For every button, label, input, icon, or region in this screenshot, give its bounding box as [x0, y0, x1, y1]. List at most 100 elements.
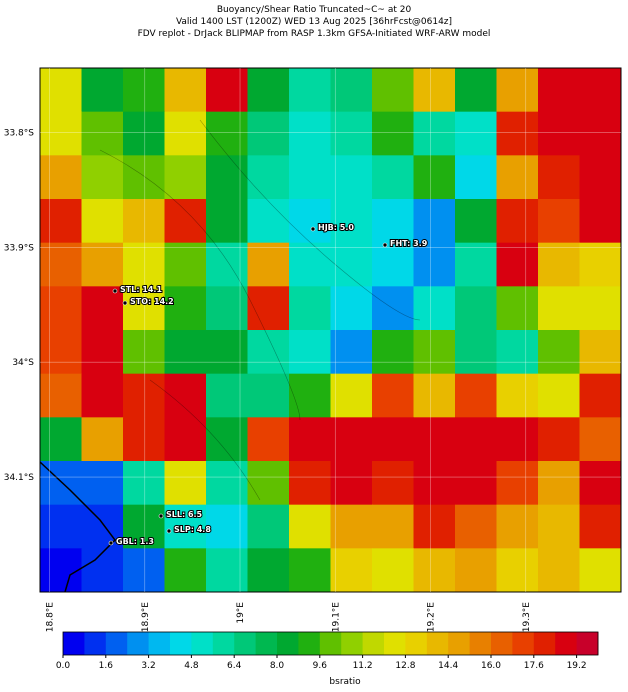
- grid-cell: [455, 155, 497, 200]
- grid-cell: [247, 461, 290, 506]
- grid-cell: [372, 199, 414, 244]
- coastline: [39, 461, 116, 593]
- lon-label: 19°E: [236, 602, 246, 624]
- colorbar-swatch: [319, 632, 342, 655]
- site-dot: [382, 242, 388, 248]
- grid-cell: [164, 199, 207, 244]
- grid-cell: [413, 242, 456, 287]
- colorbar-tick-label: 4.8: [184, 661, 199, 671]
- grid-cell: [372, 242, 414, 287]
- grid-cell: [372, 111, 414, 156]
- grid-cell: [40, 111, 82, 156]
- colorbar-tick-label: 12.8: [395, 661, 415, 671]
- grid-cell: [579, 155, 622, 200]
- title-line: FDV replot - DrJack BLIPMAP from RASP 1.…: [138, 29, 491, 39]
- contour: [99, 119, 421, 501]
- grid-cell: [289, 373, 331, 418]
- grid-cell: [579, 548, 622, 593]
- colorbar-swatch: [448, 632, 470, 655]
- grid-cell: [496, 155, 539, 200]
- grid-cell: [538, 504, 580, 549]
- grid-cell: [81, 461, 124, 506]
- grid-cell: [579, 504, 622, 549]
- grid-cell: [40, 504, 82, 549]
- grid-cell: [289, 155, 331, 200]
- site-label: HJB: 5.0: [318, 223, 354, 232]
- grid-cell: [413, 68, 456, 113]
- grid-cell: [579, 373, 622, 418]
- colorbar-tick-label: 8.0: [270, 661, 285, 671]
- grid-cell: [496, 461, 539, 506]
- grid-cell: [164, 286, 207, 331]
- grid-cell: [455, 548, 497, 593]
- grid-cell: [40, 286, 82, 331]
- grid-cell: [123, 68, 165, 113]
- grid-cell: [496, 373, 539, 418]
- site-label: FHT: 3.9: [390, 239, 428, 248]
- grid-cell: [538, 548, 580, 593]
- grid-cell: [206, 461, 248, 506]
- grid-cell: [81, 548, 124, 593]
- grid-cell: [289, 548, 331, 593]
- grid-cell: [455, 373, 497, 418]
- grid-cell: [538, 373, 580, 418]
- grid-cell: [413, 548, 456, 593]
- site-dot: [158, 513, 164, 519]
- grid-cell: [289, 417, 331, 462]
- grid-cell: [206, 111, 248, 156]
- grid-cell: [247, 111, 290, 156]
- colorbar-tick-label: 17.6: [524, 661, 544, 671]
- grid-cell: [81, 417, 124, 462]
- colorbar-swatch: [341, 632, 363, 655]
- grid-cell: [40, 199, 82, 244]
- colorbar-swatch: [234, 632, 256, 655]
- grid-cell: [123, 286, 165, 331]
- grid-cell: [455, 461, 497, 506]
- grid-cell: [123, 111, 165, 156]
- lon-label: 18.8°E: [46, 602, 56, 633]
- grid-cell: [206, 155, 248, 200]
- grid-cell: [164, 68, 207, 113]
- grid-cell: [247, 286, 290, 331]
- grid-cell: [372, 504, 414, 549]
- grid-cell: [413, 286, 456, 331]
- grid-cell: [579, 461, 622, 506]
- lat-label: 34.1°S: [4, 473, 35, 483]
- grid-cell: [206, 286, 248, 331]
- colorbar-tick-label: 3.2: [141, 661, 155, 671]
- colorbar-tick-label: 9.6: [313, 661, 328, 671]
- colorbar-swatch: [555, 632, 577, 655]
- grid-cell: [164, 504, 207, 549]
- grid-cell: [579, 68, 622, 113]
- grid-cell: [579, 286, 622, 331]
- grid-cell: [330, 417, 373, 462]
- colorbar-tick-label: 11.2: [353, 661, 373, 671]
- grid-cell: [81, 242, 124, 287]
- colorbar-swatch: [298, 632, 321, 655]
- grid-cell: [496, 286, 539, 331]
- grid-cell: [81, 504, 124, 549]
- colorbar-swatch: [127, 632, 149, 655]
- site-label: GBL: 1.3: [116, 537, 154, 546]
- grid-cell: [413, 330, 456, 375]
- colorbar-swatch: [491, 632, 513, 655]
- lon-label: 19.3°E: [522, 602, 532, 633]
- grid-cell: [413, 417, 456, 462]
- grid-cell: [40, 417, 82, 462]
- grid-cell: [289, 199, 331, 244]
- colorbar-label: bsratio: [329, 677, 361, 687]
- grid-cell: [123, 461, 165, 506]
- grid-cell: [40, 68, 82, 113]
- grid-cell: [247, 199, 290, 244]
- grid-cell: [413, 373, 456, 418]
- grid-cell: [372, 417, 414, 462]
- grid-cell: [496, 111, 539, 156]
- title-line: Valid 1400 LST (1200Z) WED 13 Aug 2025 […: [176, 17, 452, 27]
- grid-cell: [40, 155, 82, 200]
- colorbar-swatch: [191, 632, 214, 655]
- colorbar-swatch: [170, 632, 192, 655]
- grid-cell: [579, 199, 622, 244]
- grid-cell: [247, 330, 290, 375]
- grid-cell: [538, 461, 580, 506]
